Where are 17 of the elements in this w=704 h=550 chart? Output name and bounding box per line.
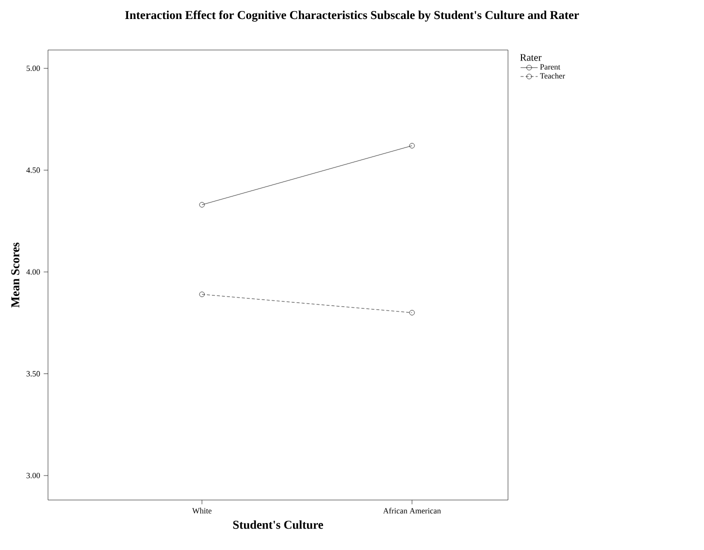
y-tick-label: 3.50 xyxy=(26,371,40,376)
point xyxy=(199,292,205,298)
legend-label: Teacher xyxy=(540,72,566,79)
y-tick-label: 4.50 xyxy=(26,167,40,173)
legend-title: Rater xyxy=(520,54,542,61)
point xyxy=(409,143,415,148)
x-axis-title: Student's Culture xyxy=(233,520,324,529)
y-axis-title: Mean Scores xyxy=(11,242,20,308)
x-tick-label: White xyxy=(192,508,212,514)
legend-label: Parent xyxy=(540,64,560,70)
chart-title: Interaction Effect for Cognitive Characteristics Subscale by Student's Culture and Rater xyxy=(125,10,579,22)
y-tick-label: 5.00 xyxy=(26,66,40,72)
y-tick-label: 3.00 xyxy=(26,472,40,478)
y-tick-label: 4.00 xyxy=(26,269,40,275)
point xyxy=(199,202,205,208)
point xyxy=(409,310,415,316)
x-tick-label: African American xyxy=(383,508,441,514)
